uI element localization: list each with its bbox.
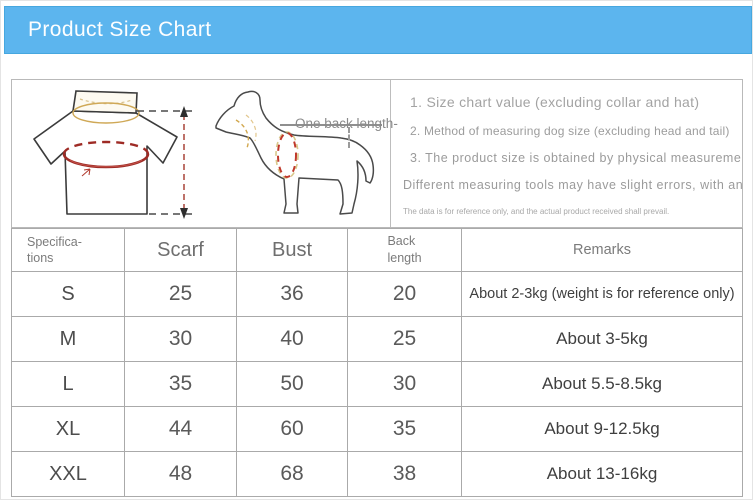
- size-table: Specifica- tions Scarf Bust Back length …: [11, 228, 743, 497]
- header-row: Specifica- tions Scarf Bust Back length …: [11, 228, 743, 272]
- cell-bust: 36: [236, 271, 348, 317]
- table-row: XL 44 60 35 About 9-12.5kg: [11, 406, 743, 452]
- col-header-specifications-label: Specifica- tions: [27, 234, 82, 265]
- cell-size: XXL: [11, 451, 125, 497]
- cell-bust: 68: [236, 451, 348, 497]
- section-divider: [390, 80, 391, 227]
- col-header-specifications: Specifica- tions: [11, 228, 125, 272]
- dog-measurement-diagram: [215, 90, 375, 215]
- cell-back: 25: [347, 316, 462, 362]
- cell-back: 30: [347, 361, 462, 407]
- note-line-4: Different measuring tools may have sligh…: [403, 178, 742, 192]
- cell-bust: 40: [236, 316, 348, 362]
- cell-scarf: 35: [124, 361, 237, 407]
- table-row: M 30 40 25 About 3-5kg: [11, 316, 743, 362]
- cell-remarks: About 9-12.5kg: [461, 406, 743, 452]
- col-header-scarf: Scarf: [124, 228, 237, 272]
- cell-back: 20: [347, 271, 462, 317]
- notes-panel: 1. Size chart value (excluding collar an…: [391, 80, 742, 227]
- back-length-line: [280, 124, 382, 126]
- table-row: L 35 50 30 About 5.5-8.5kg: [11, 361, 743, 407]
- cell-size: L: [11, 361, 125, 407]
- garment-measurement-diagram: [33, 90, 194, 219]
- cell-scarf: 30: [124, 316, 237, 362]
- col-header-remarks: Remarks: [461, 228, 743, 272]
- size-table-body: S 25 36 20 About 2-3kg (weight is for refere…: [11, 271, 743, 497]
- col-header-back-length: Back length: [347, 228, 462, 272]
- table-row: S 25 36 20 About 2-3kg (weight is for refere…: [11, 271, 743, 317]
- note-line-3: 3. The product size is obtained by physi…: [410, 151, 742, 165]
- cell-scarf: 25: [124, 271, 237, 317]
- note-line-1: 1. Size chart value (excluding collar an…: [410, 94, 700, 110]
- back-length-tick: [348, 127, 350, 148]
- cell-size: XL: [11, 406, 125, 452]
- page-title: Product Size Chart: [28, 18, 212, 41]
- cell-bust: 60: [236, 406, 348, 452]
- table-row: XXL 48 68 38 About 13-16kg: [11, 451, 743, 497]
- cell-remarks: About 3-5kg: [461, 316, 743, 362]
- cell-back: 35: [347, 406, 462, 452]
- col-header-bust: Bust: [236, 228, 348, 272]
- cell-remarks: About 5.5-8.5kg: [461, 361, 743, 407]
- cell-scarf: 44: [124, 406, 237, 452]
- note-line-2: 2. Method of measuring dog size (excludi…: [410, 124, 730, 138]
- cell-bust: 50: [236, 361, 348, 407]
- measurement-section: One back length- 1. Size chart value (ex…: [11, 79, 743, 228]
- note-line-5: The data is for reference only, and the …: [403, 207, 670, 216]
- back-length-label: One back length-: [295, 116, 398, 131]
- col-header-back-length-label: Back length: [387, 234, 422, 265]
- cell-size: M: [11, 316, 125, 362]
- header-bar: Product Size Chart: [4, 6, 752, 54]
- cell-back: 38: [347, 451, 462, 497]
- cell-size: S: [11, 271, 125, 317]
- cell-scarf: 48: [124, 451, 237, 497]
- cell-remarks: About 2-3kg (weight is for reference onl…: [461, 271, 743, 317]
- size-table-header: Specifica- tions Scarf Bust Back length …: [11, 228, 743, 272]
- cell-remarks: About 13-16kg: [461, 451, 743, 497]
